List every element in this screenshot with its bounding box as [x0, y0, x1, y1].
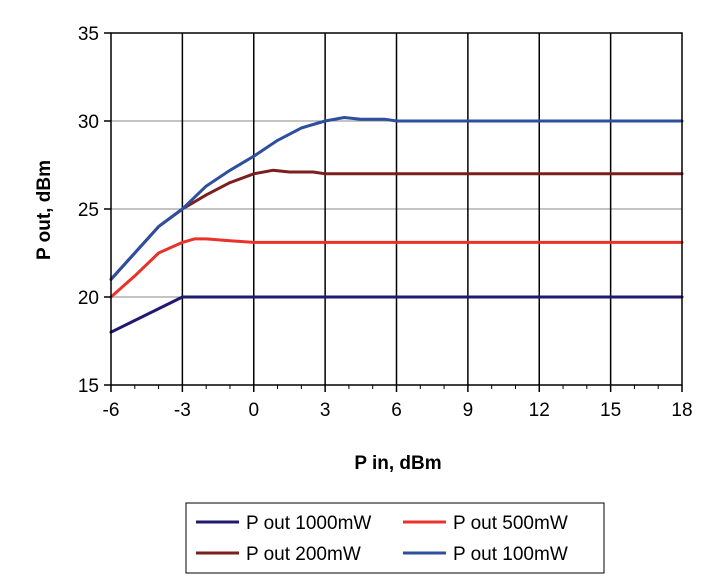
x-tick-label: 15: [600, 400, 621, 421]
x-tick-label: 18: [671, 400, 692, 421]
x-tick-label: -6: [103, 400, 120, 421]
y-tick-label: 20: [78, 288, 99, 309]
y-tick-label: 35: [78, 24, 99, 45]
legend-label: P out 500mW: [453, 513, 568, 534]
legend-items: P out 1000mW P out 500mW P out 200mW P out …: [196, 513, 568, 565]
series-line-p-out-100mw: [109, 116, 684, 281]
legend-box: [185, 502, 605, 574]
y-tick-label: 15: [78, 376, 99, 397]
axis-ticks: [104, 32, 683, 392]
y-tick-labels: 15 20 25 30 35: [78, 24, 99, 397]
legend-label: P out 1000mW: [246, 513, 371, 534]
x-tick-label: 9: [463, 400, 474, 421]
legend: P out 1000mW P out 500mW P out 200mW P out …: [185, 502, 605, 574]
x-tick-label: 0: [248, 400, 259, 421]
x-tick-label: 6: [391, 400, 402, 421]
vertical-gridlines: [181, 33, 612, 385]
x-axis-title: P in, dBm: [354, 453, 441, 474]
series-line-p-out-1000mw: [109, 295, 684, 334]
x-tick-label: 3: [320, 400, 331, 421]
legend-label: P out 200mW: [246, 544, 361, 565]
x-tick-labels: -6 -3 0 3 6 9 12 15 18: [103, 400, 693, 421]
y-axis-title: P out, dBm: [34, 160, 55, 260]
y-tick-label: 25: [78, 200, 99, 221]
x-tick-label: 12: [529, 400, 550, 421]
series-line-p-out-500mw: [109, 237, 684, 299]
series-layer: [109, 116, 684, 334]
y-tick-label: 30: [78, 112, 99, 133]
legend-label: P out 100mW: [453, 544, 568, 565]
x-tick-label: -3: [174, 400, 191, 421]
